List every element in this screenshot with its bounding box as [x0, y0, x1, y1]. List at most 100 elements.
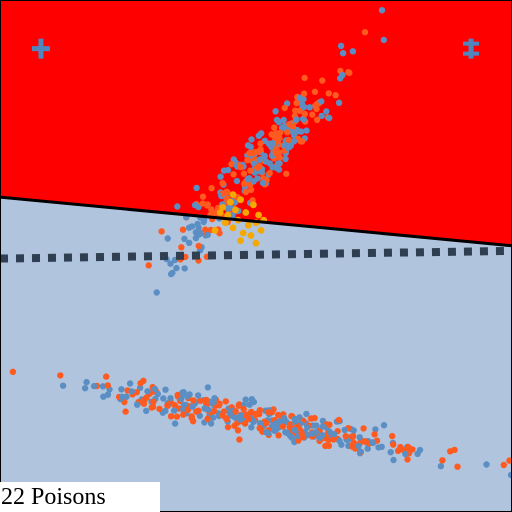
lower-cluster-blue-point: [350, 427, 357, 434]
lower-cluster-orange-point: [236, 436, 243, 443]
upper-decision-region: [0, 0, 512, 246]
upper-cluster-orange-point: [240, 170, 248, 177]
lower-cluster-orange-point: [193, 408, 200, 415]
upper-cluster-blue-point: [300, 95, 307, 103]
lower-cluster-blue-point: [99, 383, 107, 390]
lower-cluster-blue-point: [134, 401, 141, 408]
upper-cluster-blue-point: [275, 166, 283, 173]
upper-cluster-orange-point: [219, 180, 226, 187]
lower-cluster-orange-point: [506, 457, 512, 464]
lower-cluster-orange-point: [133, 389, 140, 396]
lower-cluster-blue-point: [231, 414, 239, 421]
upper-cluster-blue-point: [173, 264, 180, 272]
upper-cluster-blue-point: [289, 129, 297, 136]
lower-cluster-blue-point: [128, 388, 135, 395]
lower-cluster-blue-point: [209, 414, 217, 421]
upper-cluster-orange-point: [244, 157, 251, 164]
lower-cluster-blue-point: [355, 442, 362, 450]
lower-cluster-blue-point: [250, 417, 257, 425]
lower-cluster-orange-point: [156, 405, 163, 413]
lower-cluster-orange-point: [389, 432, 396, 440]
poison-point: [221, 219, 229, 227]
lower-cluster-orange-point: [167, 413, 175, 420]
lower-cluster-orange-point: [256, 407, 264, 414]
upper-cluster-orange-point: [271, 124, 278, 131]
upper-cluster-blue-point: [272, 108, 279, 115]
upper-cluster-orange-point: [277, 129, 284, 136]
lower-cluster-orange-point: [263, 420, 270, 427]
upper-cluster-blue-point: [335, 99, 343, 107]
lower-cluster-orange-point: [404, 456, 411, 463]
upper-cluster-blue-point: [323, 108, 330, 115]
upper-cluster-blue-point: [248, 136, 255, 143]
lower-cluster-blue-point: [291, 426, 298, 434]
upper-cluster-blue-point: [318, 98, 325, 105]
lower-cluster-blue-point: [201, 405, 208, 412]
upper-cluster-blue-point: [306, 104, 313, 111]
upper-cluster-blue-point: [167, 260, 174, 267]
upper-cluster-orange-point: [309, 111, 316, 118]
lower-cluster-blue-point: [246, 401, 253, 408]
lower-cluster-orange-point: [232, 408, 239, 415]
lower-cluster-orange-point: [279, 423, 286, 430]
lower-cluster-orange-point: [223, 416, 230, 423]
lower-cluster-orange-point: [439, 457, 446, 464]
lower-cluster-orange-point: [265, 408, 272, 416]
lower-cluster-blue-point: [338, 441, 345, 448]
lower-cluster-orange-point: [325, 436, 332, 444]
upper-cluster-blue-point: [233, 177, 241, 185]
upper-cluster-blue-point: [153, 289, 160, 296]
upper-cluster-orange-point: [202, 226, 209, 233]
upper-cluster-blue-point: [263, 158, 270, 165]
poison-point: [242, 209, 250, 216]
upper-cluster-orange-point: [284, 129, 291, 136]
upper-cluster-orange-point: [179, 226, 187, 233]
lower-cluster-blue-point: [313, 422, 320, 429]
decision-boundary-line: [0, 195, 512, 248]
lower-cluster-orange-point: [148, 404, 155, 411]
lower-cluster-orange-point: [390, 441, 397, 448]
poison-point: [229, 191, 237, 199]
upper-cluster-blue-point: [200, 218, 207, 226]
lower-cluster-orange-point: [307, 415, 315, 422]
upper-cluster-blue-point: [224, 166, 232, 174]
upper-cluster-orange-point: [281, 104, 288, 112]
upper-cluster-orange-point: [276, 149, 283, 156]
upper-cluster-orange-point: [319, 77, 326, 84]
upper-cluster-orange-point: [249, 150, 256, 157]
lower-cluster-orange-point: [342, 433, 349, 440]
markers: [31, 38, 480, 59]
lower-cluster-blue-point: [326, 428, 334, 436]
poison-point: [237, 196, 245, 204]
lower-cluster-blue-point: [90, 382, 98, 390]
lower-cluster-orange-point: [248, 409, 255, 416]
upper-cluster-orange-point: [199, 193, 207, 200]
lower-cluster-blue-point: [119, 393, 126, 400]
upper-cluster-blue-point: [258, 130, 265, 137]
lower-cluster-blue-point: [356, 434, 363, 441]
lower-cluster-blue-point: [390, 456, 397, 464]
upper-cluster-orange-point: [286, 121, 293, 128]
lower-cluster-orange-point: [295, 437, 302, 444]
lower-cluster-blue-point: [378, 443, 385, 450]
lower-cluster-blue-point: [81, 385, 89, 392]
clean-boundary-line: [0, 246, 512, 263]
upper-cluster-blue-point: [378, 7, 386, 14]
lower-cluster-blue-point: [364, 445, 371, 452]
poison-point: [239, 229, 247, 237]
upper-cluster-blue-point: [339, 71, 346, 79]
lower-cluster-orange-point: [500, 461, 507, 469]
poison-point: [211, 227, 219, 234]
lower-cluster-blue-point: [308, 430, 316, 437]
upper-cluster-orange-point: [285, 136, 292, 144]
upper-cluster-orange-point: [230, 171, 237, 178]
lower-cluster-blue-point: [100, 393, 107, 400]
lower-cluster-blue-point: [195, 392, 202, 399]
lower-cluster-orange-point: [219, 412, 226, 419]
upper-cluster-blue-point: [181, 235, 188, 243]
upper-cluster-orange-point: [283, 170, 290, 177]
upper-cluster-blue-point: [280, 116, 287, 124]
lower-cluster-orange-point: [335, 416, 343, 424]
lower-cluster-orange-point: [141, 395, 149, 403]
